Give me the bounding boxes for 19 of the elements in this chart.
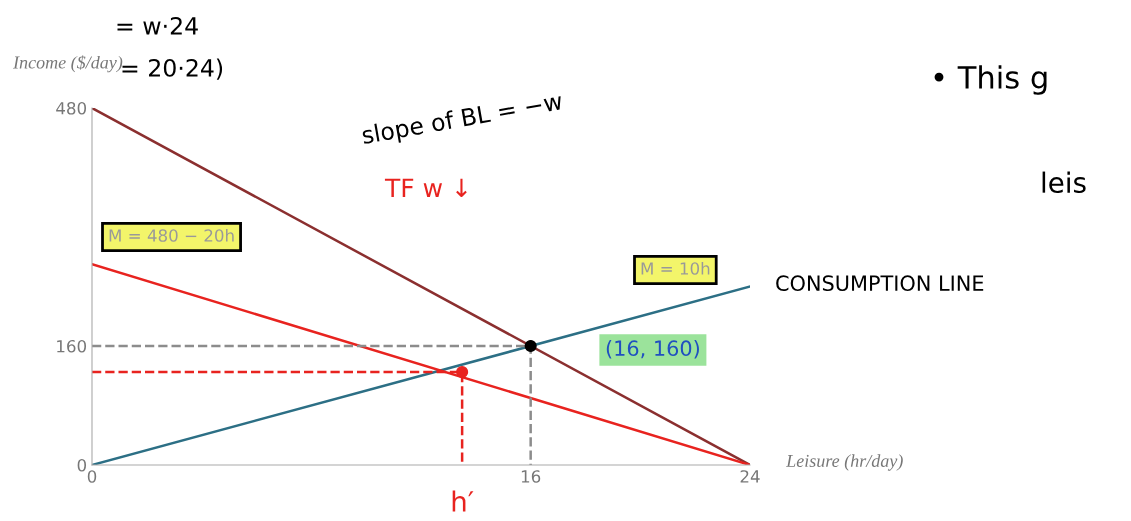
annotation: M = 10h bbox=[641, 261, 710, 275]
y-tick-label: 160 bbox=[57, 339, 87, 353]
y-tick-label: 0 bbox=[77, 458, 87, 472]
text: • This g bbox=[934, 65, 1047, 95]
annotation: h′ bbox=[452, 490, 474, 512]
x-tick-label: 16 bbox=[521, 470, 541, 483]
annotation: slope of BL = −w bbox=[361, 91, 564, 149]
annotation: TF w ↓ bbox=[384, 178, 467, 197]
y-tick-label: 480 bbox=[56, 101, 87, 115]
annotation: (16, 160) bbox=[606, 339, 699, 359]
x-tick-label: 0 bbox=[87, 470, 97, 483]
text: = 20·24) bbox=[122, 58, 223, 80]
x-tick-label: 24 bbox=[740, 470, 760, 483]
x-axis-title: Leisure (hr/day) bbox=[785, 454, 903, 471]
text: CONSUMPTION LINE bbox=[776, 275, 984, 292]
y-axis-title: Income ($/day) bbox=[12, 55, 123, 73]
text: leis bbox=[1042, 171, 1086, 194]
text: = w·24 bbox=[117, 16, 198, 35]
annotation: M = 480 − 20h bbox=[109, 228, 234, 242]
